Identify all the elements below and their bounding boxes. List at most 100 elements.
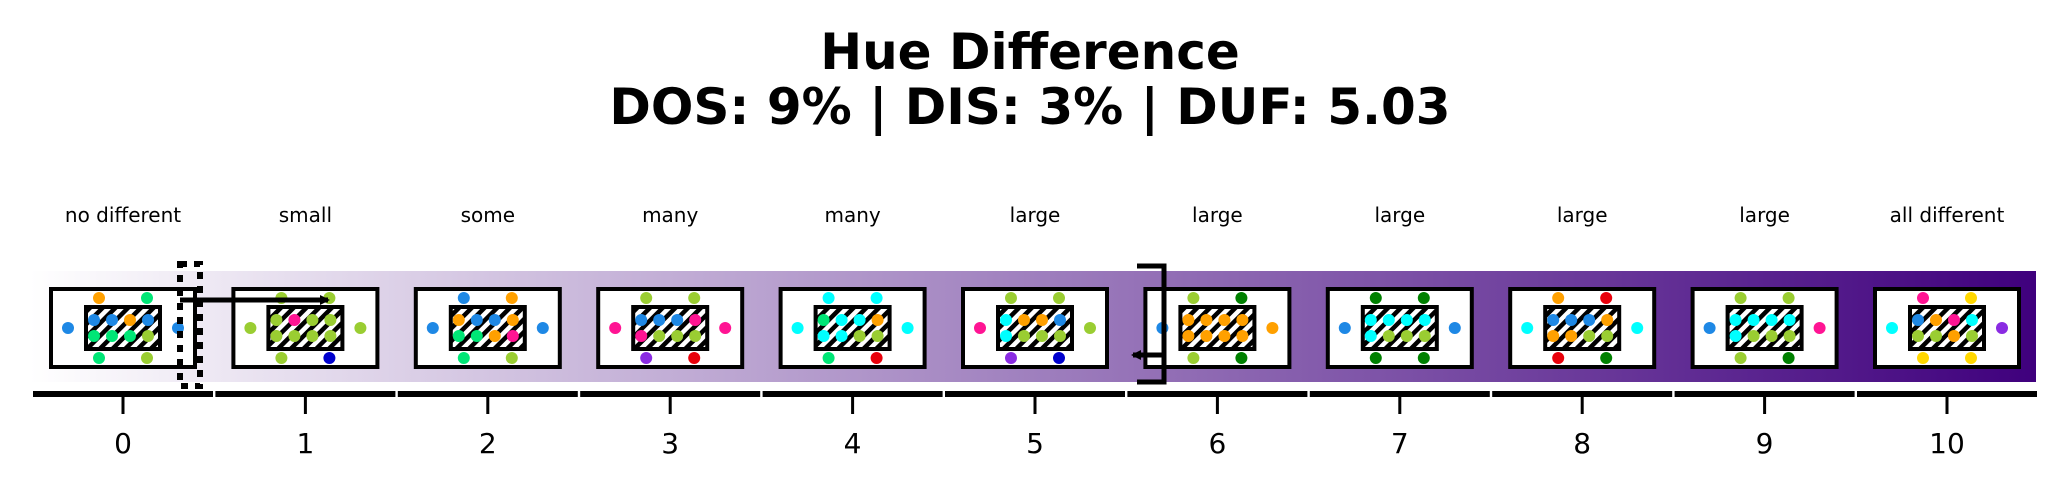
hatched-center-box bbox=[1908, 305, 1986, 351]
center-dot bbox=[689, 314, 702, 326]
annotations bbox=[177, 261, 1167, 389]
center-dot bbox=[470, 314, 483, 326]
outer-dot bbox=[1782, 292, 1795, 304]
tick-label: 6 bbox=[1208, 427, 1226, 460]
center-dot bbox=[671, 314, 684, 326]
outer-dot bbox=[1369, 352, 1382, 364]
outer-dot bbox=[1417, 352, 1430, 364]
tick-label: 0 bbox=[114, 427, 132, 460]
center-dot bbox=[288, 330, 301, 342]
outer-dot bbox=[1600, 292, 1613, 304]
center-dot bbox=[1182, 314, 1195, 326]
outer-dot bbox=[1552, 352, 1565, 364]
center-dot bbox=[1966, 314, 1978, 326]
outer-dot bbox=[1417, 292, 1430, 304]
center-dot bbox=[1948, 314, 1960, 326]
center-dot bbox=[324, 314, 337, 326]
center-dot bbox=[1054, 330, 1066, 342]
scale-item: large 5 bbox=[945, 203, 1125, 460]
outer-dot bbox=[640, 352, 653, 364]
scale-item: many 3 bbox=[580, 203, 761, 460]
center-dot bbox=[124, 330, 136, 342]
outer-dot bbox=[93, 352, 105, 364]
outer-dot bbox=[1703, 322, 1716, 334]
outer-dot bbox=[275, 352, 288, 364]
outer-dot bbox=[1886, 322, 1898, 334]
outer-dot bbox=[1266, 322, 1279, 334]
scale-item: small 1 bbox=[215, 203, 396, 460]
center-dot bbox=[1912, 330, 1924, 342]
scale-item: some 2 bbox=[397, 203, 578, 460]
center-dot bbox=[470, 330, 483, 342]
outer-dot bbox=[1005, 292, 1017, 304]
outer-dot bbox=[1369, 292, 1382, 304]
center-dot bbox=[853, 314, 866, 326]
center-dot bbox=[835, 330, 848, 342]
outer-dot bbox=[141, 352, 153, 364]
center-dot bbox=[1547, 314, 1560, 326]
center-dot bbox=[1364, 314, 1377, 326]
center-dot bbox=[1912, 314, 1924, 326]
outer-dot bbox=[1600, 352, 1613, 364]
outer-dot bbox=[1813, 322, 1826, 334]
center-dot bbox=[142, 330, 154, 342]
center-dot bbox=[671, 330, 684, 342]
outer-box bbox=[49, 287, 197, 369]
center-dot bbox=[1236, 330, 1249, 342]
outer-dot bbox=[1965, 292, 1977, 304]
scale-item: large 6 bbox=[1127, 203, 1308, 460]
scale-label: all different bbox=[1890, 203, 2005, 227]
center-dot bbox=[871, 330, 884, 342]
center-dot bbox=[1364, 330, 1377, 342]
center-dot bbox=[871, 314, 884, 326]
outer-dot bbox=[457, 352, 470, 364]
outer-dot bbox=[93, 292, 105, 304]
center-dot bbox=[106, 330, 118, 342]
center-dot bbox=[817, 314, 830, 326]
center-dot bbox=[1966, 330, 1978, 342]
scale-item: large 8 bbox=[1492, 203, 1673, 460]
scale-item: all different 10 bbox=[1857, 203, 2037, 460]
bracket-marker bbox=[1137, 263, 1167, 385]
scale-label: large bbox=[1192, 203, 1243, 227]
center-dot bbox=[452, 330, 465, 342]
outer-dot bbox=[974, 322, 986, 334]
outer-dot bbox=[1053, 292, 1065, 304]
center-dot bbox=[1583, 314, 1596, 326]
center-dot bbox=[1601, 330, 1614, 342]
outer-dot bbox=[688, 352, 701, 364]
center-dot bbox=[689, 330, 702, 342]
center-dot bbox=[452, 314, 465, 326]
center-dot bbox=[1930, 314, 1942, 326]
center-dot bbox=[1054, 314, 1066, 326]
center-dot bbox=[1547, 330, 1560, 342]
hatched-center-box bbox=[996, 305, 1074, 351]
scale-label: many bbox=[642, 203, 698, 227]
center-dot bbox=[506, 314, 519, 326]
diagram-subtitle: DOS: 9% | DIS: 3% | DUF: 5.03 bbox=[609, 78, 1451, 136]
scale-item: no different 0 bbox=[33, 203, 213, 460]
center-dot bbox=[1018, 330, 1030, 342]
hatched-center-box bbox=[448, 305, 527, 351]
outer-dot bbox=[870, 352, 883, 364]
outer-dot bbox=[1053, 352, 1065, 364]
center-dot bbox=[1182, 330, 1195, 342]
outer-dot bbox=[1917, 352, 1929, 364]
scale-item: large 7 bbox=[1309, 203, 1490, 460]
tick-label: 7 bbox=[1391, 427, 1409, 460]
center-dot bbox=[1200, 330, 1213, 342]
center-dot bbox=[1930, 330, 1942, 342]
tick-label: 9 bbox=[1756, 427, 1774, 460]
outer-box bbox=[1325, 287, 1474, 369]
center-dot bbox=[88, 330, 100, 342]
scale-item: large 9 bbox=[1674, 203, 1855, 460]
hatched-center-box bbox=[1178, 305, 1257, 351]
center-dot bbox=[270, 314, 283, 326]
center-dot bbox=[288, 314, 301, 326]
center-dot bbox=[1783, 314, 1796, 326]
outer-dot bbox=[609, 322, 622, 334]
center-dot bbox=[1765, 330, 1778, 342]
outer-dot bbox=[1338, 322, 1351, 334]
scale-label: large bbox=[1374, 203, 1425, 227]
